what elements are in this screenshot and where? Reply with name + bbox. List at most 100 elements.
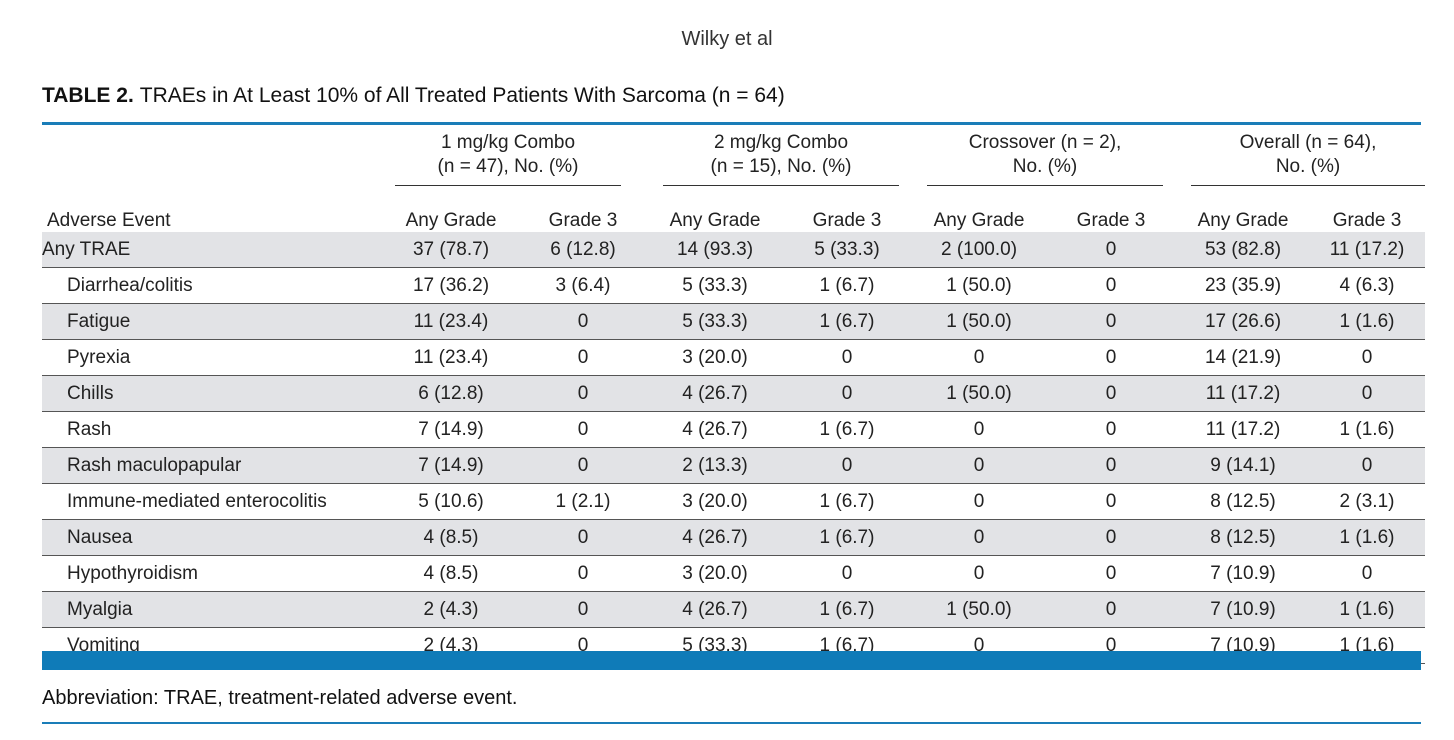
- 1mg-any-grade-cell: 11 (23.4): [385, 340, 517, 376]
- 2mg-grade3-cell: 0: [781, 376, 913, 412]
- 2mg-any-grade-cell: 4 (26.7): [649, 412, 781, 448]
- crossover-grade3-cell: 0: [1045, 412, 1178, 448]
- crossover-any-grade-cell: 1 (50.0): [913, 592, 1045, 628]
- crossover-any-grade-cell: 1 (50.0): [913, 268, 1045, 304]
- table-label: TABLE 2.: [42, 84, 134, 107]
- table-body: Any TRAE 37 (78.7) 6 (12.8) 14 (93.3) 5 (33.…: [42, 232, 1426, 664]
- 2mg-any-grade-cell: 4 (26.7): [649, 520, 781, 556]
- overall-grade3-cell: 1 (1.6): [1309, 304, 1426, 340]
- 1mg-any-grade-cell: 6 (12.8): [385, 376, 517, 412]
- footnote-rule: [42, 722, 1421, 724]
- running-head: Wilky et al: [681, 28, 773, 50]
- 2mg-any-grade-cell: 3 (20.0): [649, 340, 781, 376]
- table-caption: TABLE 2. TRAEs in At Least 10% of All Tre…: [42, 84, 785, 108]
- 1mg-any-grade-cell: 4 (8.5): [385, 556, 517, 592]
- overall-any-grade-cell: 7 (10.9): [1177, 556, 1310, 592]
- adverse-event-cell: Diarrhea/colitis: [42, 268, 385, 304]
- 1mg-grade3-cell: 0: [517, 304, 649, 340]
- group-header-spacer: [42, 126, 385, 186]
- group-header-overall: Overall (n = 64), No. (%): [1177, 126, 1426, 186]
- crossover-any-grade-cell: 0: [913, 484, 1045, 520]
- adverse-event-cell: Myalgia: [42, 592, 385, 628]
- 2mg-any-grade-cell: 5 (33.3): [649, 268, 781, 304]
- 1mg-grade3-cell: 1 (2.1): [517, 484, 649, 520]
- 1mg-any-grade-cell: 11 (23.4): [385, 304, 517, 340]
- overall-grade3-cell: 0: [1309, 340, 1426, 376]
- 1mg-grade3-cell: 0: [517, 448, 649, 484]
- table-title: TRAEs in At Least 10% of All Treated Pat…: [139, 84, 785, 107]
- table-row: Rash maculopapular 7 (14.9) 0 2 (13.3) 0 0 0 9 …: [42, 448, 1426, 484]
- table-row: Any TRAE 37 (78.7) 6 (12.8) 14 (93.3) 5 (33.…: [42, 232, 1426, 268]
- group-2mg-line1: 2 mg/kg Combo: [713, 131, 849, 153]
- crossover-any-grade-cell: 0: [913, 448, 1045, 484]
- overall-any-grade-cell: 11 (17.2): [1177, 376, 1310, 412]
- crossover-any-grade-cell: 1 (50.0): [913, 376, 1045, 412]
- 1mg-any-grade-cell: 2 (4.3): [385, 592, 517, 628]
- column-header-overall-any-grade: Any Grade: [1197, 210, 1289, 231]
- 1mg-any-grade-cell: 37 (78.7): [385, 232, 517, 268]
- crossover-grade3-cell: 0: [1045, 340, 1178, 376]
- 2mg-any-grade-cell: 4 (26.7): [649, 376, 781, 412]
- crossover-grade3-cell: 0: [1045, 268, 1178, 304]
- overall-grade3-cell: 1 (1.6): [1309, 592, 1426, 628]
- crossover-grade3-cell: 0: [1045, 484, 1178, 520]
- group-1mg-line2: (n = 47), No. (%): [437, 155, 579, 177]
- overall-any-grade-cell: 7 (10.9): [1177, 592, 1310, 628]
- 2mg-any-grade-cell: 2 (13.3): [649, 448, 781, 484]
- 1mg-grade3-cell: 6 (12.8): [517, 232, 649, 268]
- table-row: Immune-mediated enterocolitis 5 (10.6) 1 (…: [42, 484, 1426, 520]
- 2mg-any-grade-cell: 3 (20.0): [649, 556, 781, 592]
- overall-grade3-cell: 1 (1.6): [1309, 412, 1426, 448]
- table-row: Fatigue 11 (23.4) 0 5 (33.3) 1 (6.7) 1 (50.0)…: [42, 304, 1426, 340]
- table-footnote: Abbreviation: TRAE, treatment-related ad…: [42, 687, 518, 709]
- 2mg-any-grade-cell: 5 (33.3): [649, 304, 781, 340]
- group-overall-line2: No. (%): [1275, 155, 1341, 177]
- overall-grade3-cell: 0: [1309, 448, 1426, 484]
- 2mg-grade3-cell: 1 (6.7): [781, 412, 913, 448]
- table-top-rule: [42, 122, 1421, 125]
- group-overall-line1: Overall (n = 64),: [1239, 131, 1377, 153]
- crossover-any-grade-cell: 2 (100.0): [913, 232, 1045, 268]
- table-row: Myalgia 2 (4.3) 0 4 (26.7) 1 (6.7) 1 (50.0) 0 7…: [42, 592, 1426, 628]
- overall-any-grade-cell: 17 (26.6): [1177, 304, 1310, 340]
- table-row: Rash 7 (14.9) 0 4 (26.7) 1 (6.7) 0 0 11 (17.2) 1…: [42, 412, 1426, 448]
- crossover-grade3-cell: 0: [1045, 304, 1178, 340]
- overall-grade3-cell: 11 (17.2): [1309, 232, 1426, 268]
- 2mg-any-grade-cell: 4 (26.7): [649, 592, 781, 628]
- group-header-1mg: 1 mg/kg Combo (n = 47), No. (%): [385, 126, 649, 186]
- crossover-any-grade-cell: 0: [913, 556, 1045, 592]
- adverse-events-table: 1 mg/kg Combo (n = 47), No. (%) 2 mg/kg …: [42, 126, 1426, 664]
- 1mg-grade3-cell: 0: [517, 520, 649, 556]
- 2mg-grade3-cell: 1 (6.7): [781, 520, 913, 556]
- group-header-row: 1 mg/kg Combo (n = 47), No. (%) 2 mg/kg …: [42, 126, 1426, 186]
- column-header-adverse-event: Adverse Event: [47, 210, 171, 231]
- 1mg-grade3-cell: 3 (6.4): [517, 268, 649, 304]
- group-2mg-line2: (n = 15), No. (%): [710, 155, 852, 177]
- column-header-1mg-any-grade: Any Grade: [405, 210, 497, 231]
- 1mg-grade3-cell: 0: [517, 592, 649, 628]
- overall-grade3-cell: 2 (3.1): [1309, 484, 1426, 520]
- crossover-any-grade-cell: 1 (50.0): [913, 304, 1045, 340]
- overall-any-grade-cell: 53 (82.8): [1177, 232, 1310, 268]
- table-row: Pyrexia 11 (23.4) 0 3 (20.0) 0 0 0 14 (21.9) 0: [42, 340, 1426, 376]
- column-header-row: Adverse Event Any Grade Grade 3 Any Grad…: [42, 186, 1425, 232]
- 2mg-grade3-cell: 5 (33.3): [781, 232, 913, 268]
- overall-any-grade-cell: 14 (21.9): [1177, 340, 1310, 376]
- adverse-event-cell: Pyrexia: [42, 340, 385, 376]
- column-header-2mg-any-grade: Any Grade: [669, 210, 761, 231]
- group-crossover-line1: Crossover (n = 2),: [968, 131, 1122, 153]
- overall-grade3-cell: 1 (1.6): [1309, 520, 1426, 556]
- 2mg-grade3-cell: 1 (6.7): [781, 592, 913, 628]
- group-1mg-line1: 1 mg/kg Combo: [440, 131, 576, 153]
- overall-grade3-cell: 0: [1309, 376, 1426, 412]
- overall-any-grade-cell: 8 (12.5): [1177, 484, 1310, 520]
- overall-any-grade-cell: 23 (35.9): [1177, 268, 1310, 304]
- table-row: Diarrhea/colitis 17 (36.2) 3 (6.4) 5 (33.3)…: [42, 268, 1426, 304]
- 1mg-grade3-cell: 0: [517, 412, 649, 448]
- column-header-1mg-grade3: Grade 3: [548, 210, 618, 231]
- table-row: Hypothyroidism 4 (8.5) 0 3 (20.0) 0 0 0 7 (10.9…: [42, 556, 1426, 592]
- group-header-crossover: Crossover (n = 2), No. (%): [913, 126, 1177, 186]
- crossover-any-grade-cell: 0: [913, 340, 1045, 376]
- 1mg-grade3-cell: 0: [517, 340, 649, 376]
- crossover-any-grade-cell: 0: [913, 412, 1045, 448]
